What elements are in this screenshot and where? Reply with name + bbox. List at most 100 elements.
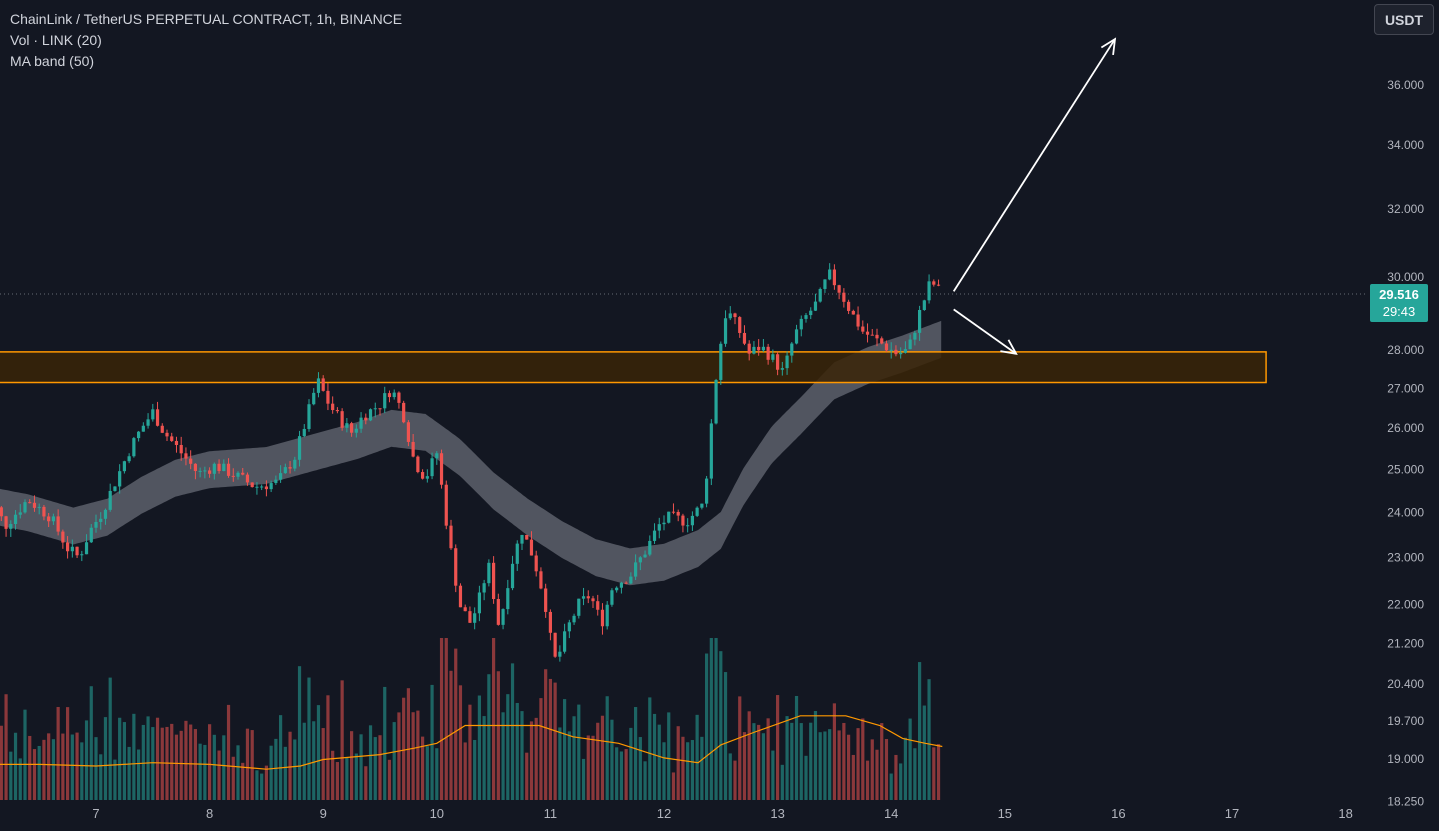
volume-bar [780,764,784,800]
time-tick-label: 14 [884,806,898,821]
candle-body [84,542,89,555]
candle-body [610,590,614,605]
candle-body [189,458,193,464]
candle-body [179,444,183,454]
candle-body [80,554,84,556]
candle-body [217,463,221,471]
volume-indicator-label[interactable]: Vol · LINK (20) [10,32,102,48]
candle-body [884,343,889,351]
candle-body [350,423,354,433]
candle-body [851,310,855,315]
volume-bar [359,734,363,800]
candle-body [799,318,803,330]
price-tick-label: 32.000 [1387,202,1424,216]
volume-bar [889,773,893,800]
volume-bar [899,763,903,800]
volume-bar [861,718,865,800]
candle-body [331,403,335,411]
volume-bar [155,717,160,800]
support-zone[interactable] [0,351,1267,384]
volume-bar [236,745,240,800]
volume-bar [430,684,434,800]
price-tick-label: 19.000 [1387,752,1424,766]
price-tick-label: 34.000 [1387,138,1424,152]
candle-body [510,563,515,589]
time-tick-label: 13 [770,806,784,821]
currency-button[interactable]: USDT [1374,4,1434,35]
volume-bar [321,728,325,800]
candle-body [629,576,633,584]
price-tick-label: 19.700 [1387,714,1424,728]
volume-bar [837,730,841,800]
volume-bar [264,765,268,800]
volume-bar [113,759,117,800]
candle-body [387,393,392,398]
arrow-up-head [1100,37,1117,56]
candle-body [477,592,481,614]
volume-bar [714,638,718,800]
candle-body [302,428,306,437]
candle-body [529,539,534,556]
volume-bar [297,666,302,800]
candle-body [288,467,292,469]
candle-body [99,518,103,522]
volume-bar [506,694,510,800]
candle-body [780,368,784,370]
time-tick-label: 10 [430,806,444,821]
candle-body [506,588,510,610]
symbol-title[interactable]: ChainLink / TetherUS PERPETUAL CONTRACT,… [10,11,403,27]
volume-bar [387,759,392,800]
volume-bar [809,722,813,800]
candle-body [501,609,505,625]
volume-bar [681,736,685,800]
time-axis[interactable]: 7 8 9 10 11 12 13 14 15 16 17 18 [92,806,1352,821]
volume-bar [368,725,373,800]
volume-bar [350,731,354,800]
candle-body [738,317,742,333]
volume-bar [61,733,65,800]
volume-bar [586,735,590,800]
current-price-value: 29.516 [1379,287,1419,302]
volume-bar [813,710,818,800]
volume-bar [9,751,13,800]
volume-bar [695,714,699,800]
candle-body [165,432,169,437]
volume-bar [274,738,278,800]
candle-body [203,470,207,472]
volume-bar [226,704,231,800]
ma-band-indicator-label[interactable]: MA band (50) [10,53,95,69]
candle-body [548,611,552,633]
candle-body [208,470,212,474]
volume-bar [241,762,245,800]
candle-body [255,486,259,488]
candle-body [776,354,780,370]
price-tick-label: 18.250 [1387,794,1424,808]
volume-bar [84,720,89,800]
candle-body [56,516,60,532]
candle-body [723,318,728,344]
candle-body [861,326,865,332]
candle-body [847,301,851,311]
volume-bar [184,720,188,800]
volume-ma-line [0,715,943,770]
candle-body [624,582,628,584]
volume-bar [638,737,642,800]
time-tick-label: 7 [92,806,99,821]
price-axis[interactable]: 36.000 34.000 32.000 30.000 28.000 27.000 26.0… [1387,78,1424,809]
volume-bar [709,638,713,800]
drawings[interactable] [952,37,1117,355]
candle-body [293,459,297,469]
candle-body [686,525,690,527]
candle-body [23,502,27,513]
candle-body [141,425,145,432]
volume-bar [0,725,3,800]
candle-body [439,453,444,485]
candle-body [373,408,377,410]
volume-bar [4,694,8,800]
volume-bar [293,739,297,800]
candle-body [690,515,694,526]
volume-bar [913,748,917,800]
candle-body [790,343,794,356]
volume-bar [411,712,415,800]
